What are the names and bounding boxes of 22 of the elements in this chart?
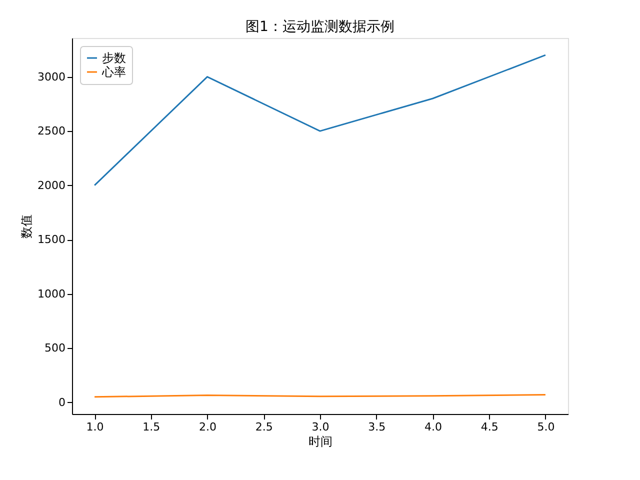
x-tick-label: 4.5 bbox=[480, 420, 498, 434]
x-tick-label: 4.0 bbox=[424, 420, 442, 434]
y-axis-title: 数值 bbox=[20, 214, 34, 238]
x-tick-label: 1.0 bbox=[86, 420, 104, 434]
x-tick-label: 2.5 bbox=[255, 420, 273, 434]
y-tick-label: 3000 bbox=[38, 70, 66, 84]
x-tick-label: 2.0 bbox=[199, 420, 217, 434]
y-tick-label: 500 bbox=[44, 342, 66, 355]
legend-label: 心率 bbox=[101, 65, 126, 79]
y-tick-label: 2500 bbox=[38, 124, 66, 138]
x-tick-label: 5.0 bbox=[537, 420, 555, 434]
x-tick-label: 1.5 bbox=[142, 420, 160, 434]
y-tick-label: 1000 bbox=[38, 287, 66, 300]
y-tick-label: 1500 bbox=[38, 233, 66, 246]
x-axis-title: 时间 bbox=[308, 434, 332, 448]
legend-label: 步数 bbox=[102, 51, 126, 65]
chart-title: 图1：运动监测数据示例 bbox=[246, 19, 394, 35]
y-tick-label: 2000 bbox=[38, 178, 66, 192]
x-tick-label: 3.5 bbox=[368, 420, 386, 434]
line-series bbox=[94, 54, 546, 186]
y-tick-label: 0 bbox=[58, 396, 66, 409]
x-tick-label: 3.0 bbox=[312, 420, 330, 434]
